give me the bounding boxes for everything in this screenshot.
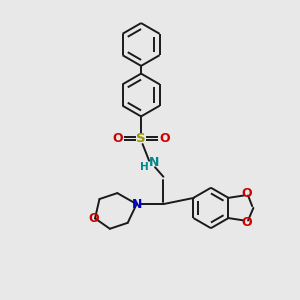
Text: O: O	[159, 132, 170, 145]
Text: O: O	[112, 132, 123, 145]
Text: O: O	[88, 212, 99, 225]
Text: O: O	[241, 216, 252, 229]
Text: N: N	[149, 156, 159, 169]
Text: O: O	[241, 187, 252, 200]
Text: H: H	[140, 162, 148, 172]
Text: S: S	[136, 132, 146, 145]
Text: N: N	[131, 198, 142, 211]
